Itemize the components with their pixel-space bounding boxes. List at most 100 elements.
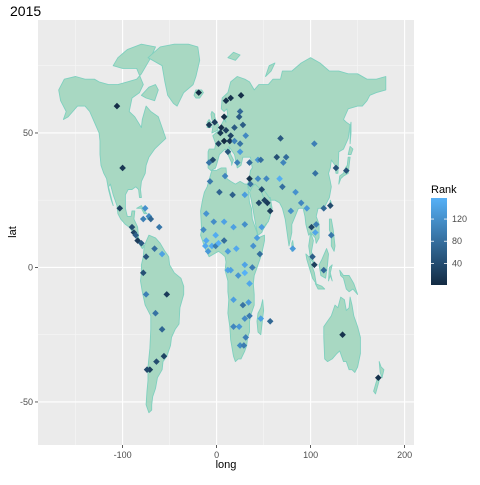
data-point [264, 199, 271, 207]
data-point [309, 253, 316, 261]
data-point [303, 204, 311, 212]
land-svalbard [227, 51, 241, 61]
data-point [287, 207, 295, 215]
x-tick-label: -100 [114, 450, 132, 460]
data-point [141, 204, 149, 212]
data-point [145, 213, 153, 220]
data-point [255, 199, 263, 207]
data-point [246, 175, 253, 183]
data-point [227, 94, 234, 102]
data-point [257, 315, 265, 322]
data-point [142, 253, 150, 261]
data-point [234, 272, 242, 279]
data-point [134, 237, 141, 244]
data-points [113, 89, 382, 382]
land-java [314, 283, 326, 290]
legend-ticks: 40 80 120 [431, 214, 467, 268]
legend: Rank 40 80 120 [431, 184, 467, 285]
data-point [343, 167, 350, 174]
land-hokkaido [347, 145, 354, 155]
data-point [143, 366, 151, 373]
land-baffin [140, 84, 159, 102]
data-point [233, 159, 241, 166]
data-point [258, 223, 266, 231]
data-point [242, 334, 250, 341]
legend-tick-label: 40 [452, 258, 462, 268]
data-point [311, 140, 318, 148]
land-north-america [58, 43, 167, 250]
data-point [208, 242, 216, 250]
land-new-zealand-north [378, 361, 385, 379]
data-point [332, 164, 340, 172]
data-point [320, 266, 328, 274]
land-sulawesi [328, 264, 333, 282]
land-sakhalin [349, 121, 352, 145]
data-point [147, 215, 155, 223]
data-point [205, 159, 213, 166]
data-point [227, 266, 234, 274]
data-point [158, 250, 166, 258]
data-point [220, 218, 228, 226]
data-point [206, 178, 214, 185]
data-point [205, 121, 213, 129]
data-point [116, 204, 124, 212]
y-axis-label: lat [7, 226, 19, 238]
data-point [231, 124, 238, 131]
data-point [241, 191, 249, 199]
land-europe-asia [207, 57, 387, 266]
land-greenland [147, 43, 201, 107]
data-point [279, 183, 286, 191]
chart-title: 2015 [10, 3, 41, 19]
data-point [308, 223, 315, 231]
y-axis: -50 0 50 [20, 128, 38, 407]
data-point [224, 148, 232, 156]
data-point [241, 221, 249, 228]
data-point [297, 199, 305, 207]
data-point [218, 124, 225, 131]
data-point [229, 191, 236, 199]
land-cuba [136, 205, 148, 215]
data-point [239, 121, 247, 129]
data-point [152, 309, 159, 317]
data-point [258, 186, 266, 193]
y-tick-label: 50 [23, 128, 33, 138]
data-point [222, 97, 230, 104]
data-point [320, 204, 328, 212]
data-point [312, 229, 319, 236]
y-tick-label: -50 [20, 397, 33, 407]
data-point [128, 223, 136, 231]
data-point [242, 132, 250, 139]
data-point [246, 159, 253, 166]
data-point [153, 358, 160, 365]
data-point [113, 102, 121, 110]
data-point [119, 164, 126, 172]
data-point [374, 374, 382, 382]
data-point [220, 113, 228, 121]
data-point [266, 207, 274, 215]
data-point [246, 312, 253, 320]
data-point [312, 221, 320, 228]
data-point [282, 153, 290, 161]
data-point [236, 140, 244, 148]
data-point [217, 129, 224, 137]
data-point [311, 261, 318, 269]
data-point [327, 202, 334, 209]
land-africa [200, 167, 265, 363]
data-point [240, 342, 248, 349]
data-point [139, 269, 147, 277]
data-point [158, 326, 166, 333]
data-point [257, 156, 265, 164]
data-point [241, 269, 249, 277]
data-point [142, 291, 150, 298]
data-point [236, 342, 244, 349]
data-point [273, 153, 281, 161]
data-point [292, 188, 299, 196]
data-point [224, 248, 232, 255]
data-point [220, 137, 228, 145]
y-tick-label: 0 [28, 262, 33, 272]
data-point [289, 245, 297, 252]
data-point [237, 92, 245, 99]
x-tick-label: 100 [303, 450, 318, 460]
data-point [204, 248, 212, 255]
